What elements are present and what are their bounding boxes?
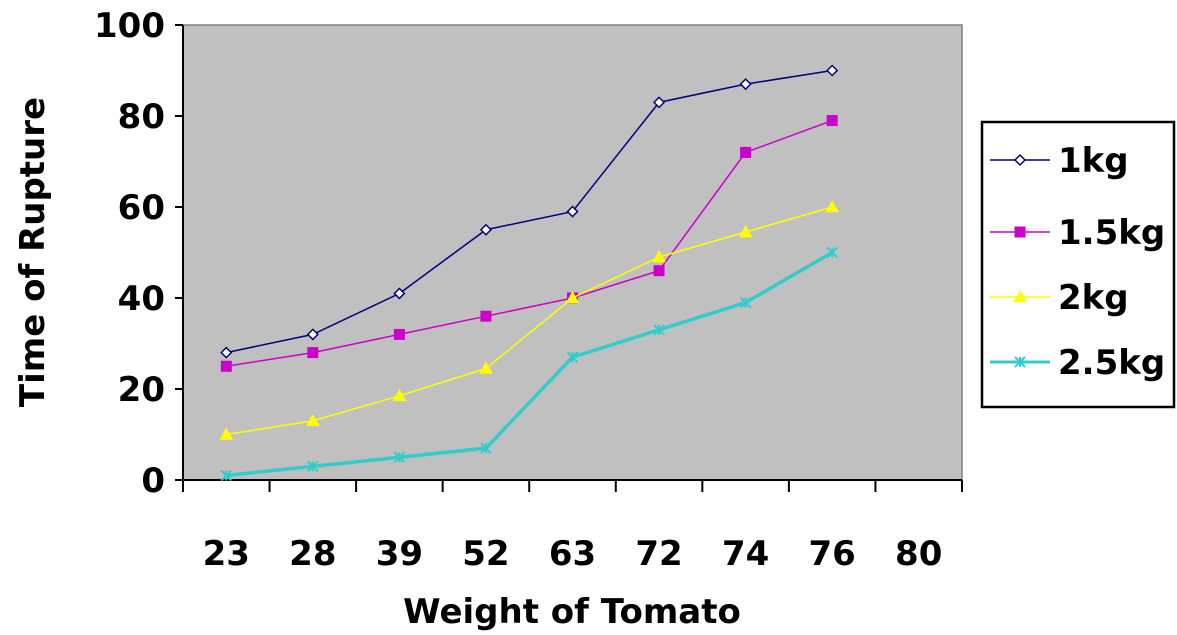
data-point: [392, 388, 407, 402]
data-point: [220, 469, 232, 482]
data-point: [826, 115, 838, 127]
y-axis: 0 20 40 60 80 100: [94, 6, 184, 501]
data-point: [826, 64, 839, 77]
series-line: [226, 119, 833, 367]
legend-marker: [1014, 226, 1026, 238]
x-axis: 23 28 39 52 63 72 74 76 80: [182, 479, 963, 574]
x-tick-label: 80: [895, 534, 942, 574]
data-point: [393, 328, 405, 340]
x-tick-label: 23: [203, 534, 250, 574]
data-point: [220, 360, 232, 372]
series-2-5kg: [220, 246, 838, 482]
data-point: [740, 146, 752, 158]
x-tick-label: 72: [635, 534, 682, 574]
data-point: [825, 199, 840, 213]
data-point: [305, 413, 320, 427]
x-tick-label: 39: [376, 534, 423, 574]
data-point: [480, 442, 492, 454]
data-point: [826, 246, 838, 259]
data-point: [653, 324, 665, 336]
y-tick-label: 60: [118, 188, 165, 228]
series-group: [219, 64, 840, 482]
legend-box: [980, 120, 1176, 409]
legend-entry: 2kg: [990, 278, 1129, 318]
data-point: [306, 328, 319, 341]
plot-area: [182, 24, 963, 481]
legend-entry: 1.5kg: [990, 213, 1165, 253]
x-tick-label: 63: [549, 534, 596, 574]
legend-marker: [1014, 356, 1026, 368]
legend-label: 1.5kg: [1058, 213, 1165, 253]
data-point: [479, 361, 493, 374]
data-point: [566, 351, 579, 363]
data-point: [652, 250, 666, 263]
x-tick-label: 74: [722, 534, 769, 574]
data-point: [307, 347, 319, 359]
series-1kg: [220, 64, 839, 359]
y-tick-label: 80: [118, 97, 165, 137]
data-point: [653, 265, 665, 277]
data-point: [566, 205, 579, 218]
legend: 1kg 1.5kg 2kg 2.5kg: [980, 120, 1176, 409]
legend-label: 1kg: [1058, 141, 1129, 181]
x-tick-label: 76: [809, 534, 856, 574]
data-point: [565, 290, 580, 304]
data-point: [739, 78, 752, 91]
y-tick-label: 100: [94, 6, 165, 46]
series-line: [226, 250, 834, 478]
data-point: [479, 223, 493, 236]
data-point: [219, 427, 234, 440]
data-point: [480, 310, 492, 322]
legend-marker: [1013, 289, 1027, 303]
legend-marker: [1013, 153, 1027, 167]
y-tick-label: 40: [118, 279, 165, 319]
legend-entry: 2.5kg: [990, 343, 1165, 383]
series-line: [226, 206, 833, 436]
y-axis-title: Time of Rupture: [13, 97, 53, 407]
x-tick-label: 52: [462, 534, 509, 574]
data-point: [393, 451, 406, 463]
legend-label: 2kg: [1058, 278, 1129, 318]
legend-label: 2.5kg: [1058, 343, 1165, 383]
series-2kg: [219, 199, 840, 440]
data-point: [307, 460, 319, 473]
legend-entry: 1kg: [990, 141, 1129, 181]
data-point: [220, 346, 233, 359]
x-axis-title: Weight of Tomato: [403, 592, 741, 632]
series-line: [226, 69, 833, 354]
data-point: [738, 224, 753, 238]
data-point: [739, 296, 752, 309]
x-tick-label: 28: [289, 534, 336, 574]
data-point: [393, 287, 406, 300]
y-tick-label: 0: [141, 461, 165, 501]
data-point: [652, 96, 666, 109]
y-tick-label: 20: [118, 370, 165, 410]
